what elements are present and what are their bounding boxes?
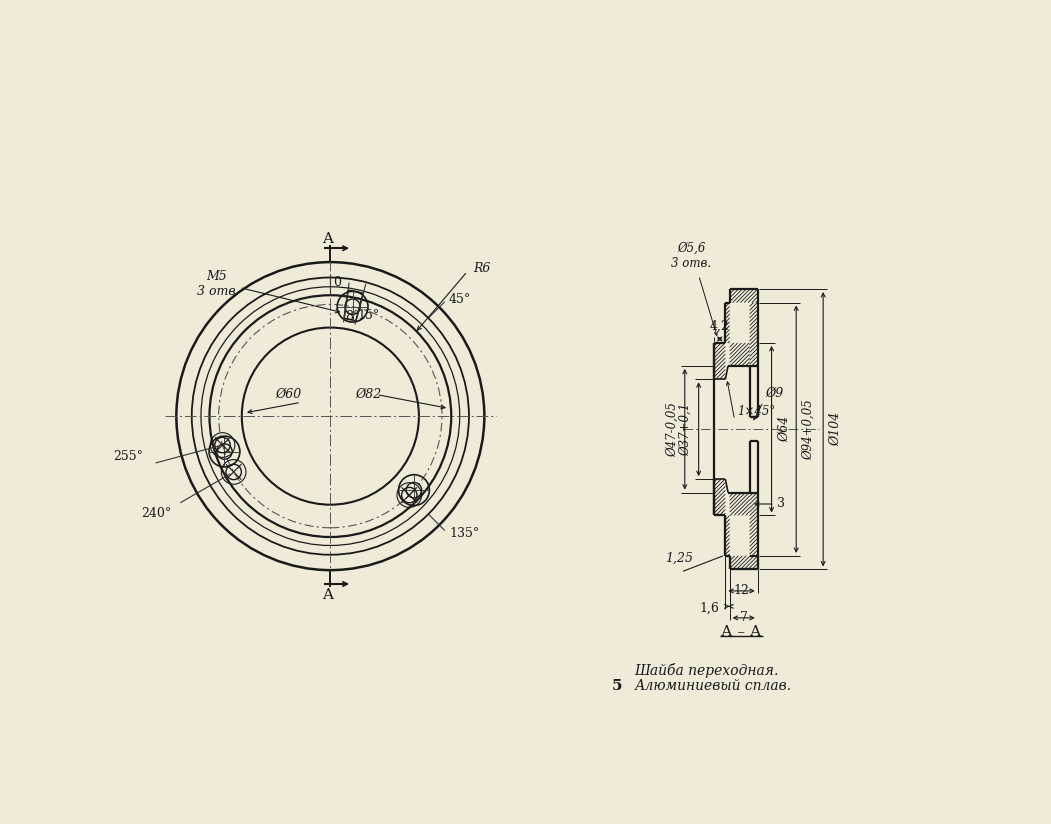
Text: Алюминиевый сплав.: Алюминиевый сплав. [635, 679, 791, 693]
Text: Ø64: Ø64 [778, 416, 790, 442]
Text: Ø82: Ø82 [355, 388, 382, 401]
Text: A: A [323, 588, 333, 602]
Text: 8°: 8° [346, 310, 359, 323]
Text: 5: 5 [612, 679, 622, 693]
Text: 135°: 135° [449, 527, 479, 540]
Text: Ø104: Ø104 [829, 412, 842, 447]
Text: 15°: 15° [357, 309, 379, 321]
Text: Ø9: Ø9 [765, 387, 783, 400]
Text: 1,25: 1,25 [665, 552, 694, 565]
Text: 0: 0 [333, 276, 342, 289]
Text: М5
3 отв: М5 3 отв [198, 269, 235, 297]
Text: Ø60: Ø60 [275, 388, 302, 401]
Text: R6: R6 [473, 262, 490, 274]
Text: Ø5,6
3 отв.: Ø5,6 3 отв. [671, 241, 712, 269]
Text: Ø37+0,1: Ø37+0,1 [680, 403, 693, 456]
Text: 4,2: 4,2 [709, 320, 729, 333]
Text: 240°: 240° [141, 507, 171, 520]
Text: А – А: А – А [721, 625, 762, 639]
Text: 12: 12 [734, 584, 749, 597]
Text: 1,6: 1,6 [699, 602, 719, 615]
Text: A: A [323, 232, 333, 246]
Text: Шайба переходная.: Шайба переходная. [635, 662, 779, 677]
Text: 1×45°: 1×45° [737, 405, 776, 418]
Text: 3: 3 [777, 498, 785, 511]
Text: 255°: 255° [114, 450, 144, 463]
Text: 45°: 45° [449, 293, 471, 306]
Text: 7: 7 [740, 611, 747, 624]
Text: Ø94+0,05: Ø94+0,05 [802, 399, 816, 460]
Text: Ø47-0,05: Ø47-0,05 [665, 402, 679, 456]
